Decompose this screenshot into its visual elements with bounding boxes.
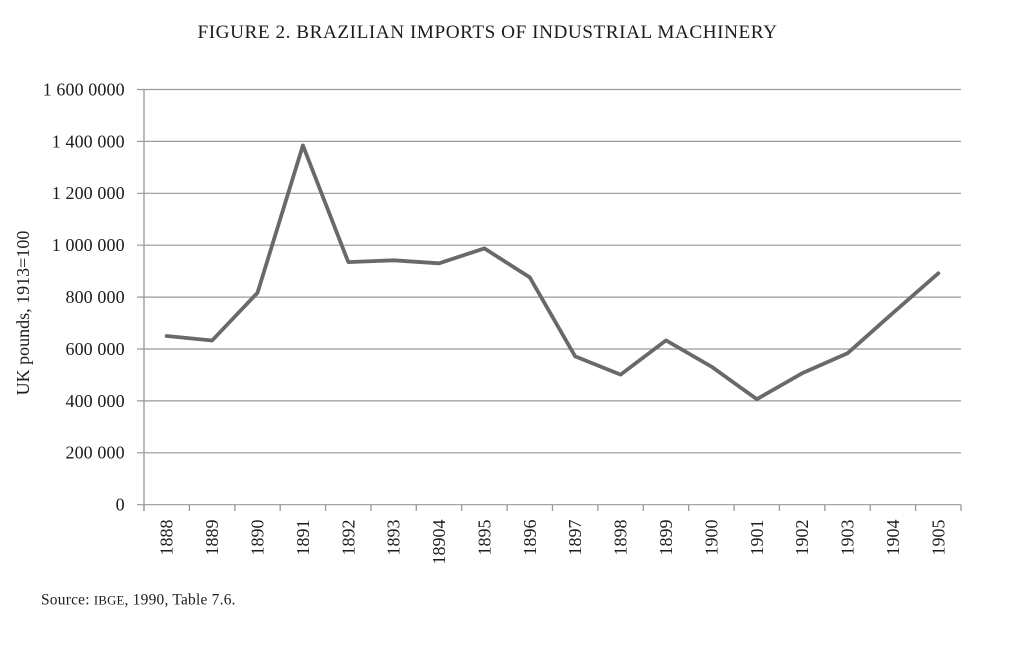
svg-text:1889: 1889 — [202, 520, 222, 556]
svg-text:1895: 1895 — [474, 520, 494, 556]
svg-text:200 000: 200 000 — [65, 443, 124, 463]
svg-text:1 400 000: 1 400 000 — [52, 131, 125, 151]
svg-text:1893: 1893 — [384, 520, 404, 556]
svg-text:1892: 1892 — [338, 520, 358, 556]
svg-text:600 000: 600 000 — [65, 339, 124, 359]
svg-text:1 000 000: 1 000 000 — [52, 235, 125, 255]
svg-text:400 000: 400 000 — [65, 391, 124, 411]
svg-text:Source: IBGE, 1990, Table 7.6.: Source: IBGE, 1990, Table 7.6. — [41, 592, 236, 609]
svg-text:1898: 1898 — [611, 520, 631, 556]
svg-text:1904: 1904 — [883, 520, 903, 556]
svg-text:800 000: 800 000 — [65, 287, 124, 307]
svg-text:1 600 0000: 1 600 0000 — [43, 79, 125, 99]
svg-text:1900: 1900 — [701, 520, 721, 556]
svg-text:1897: 1897 — [565, 520, 585, 556]
svg-text:FIGURE 2. BRAZILIAN IMPORTS OF: FIGURE 2. BRAZILIAN IMPORTS OF INDUSTRIA… — [198, 22, 778, 43]
svg-text:1890: 1890 — [248, 520, 268, 556]
svg-text:UK pounds, 1913=100: UK pounds, 1913=100 — [13, 231, 33, 396]
svg-text:1888: 1888 — [157, 520, 177, 556]
svg-text:0: 0 — [116, 495, 125, 515]
svg-text:1 200 000: 1 200 000 — [52, 183, 125, 203]
svg-text:1901: 1901 — [747, 520, 767, 556]
svg-text:18904: 18904 — [429, 520, 449, 565]
svg-text:1896: 1896 — [520, 520, 540, 556]
svg-text:1902: 1902 — [792, 520, 812, 556]
svg-text:1891: 1891 — [293, 520, 313, 556]
svg-text:1905: 1905 — [928, 520, 948, 556]
svg-text:1899: 1899 — [656, 520, 676, 556]
svg-text:1903: 1903 — [838, 520, 858, 556]
